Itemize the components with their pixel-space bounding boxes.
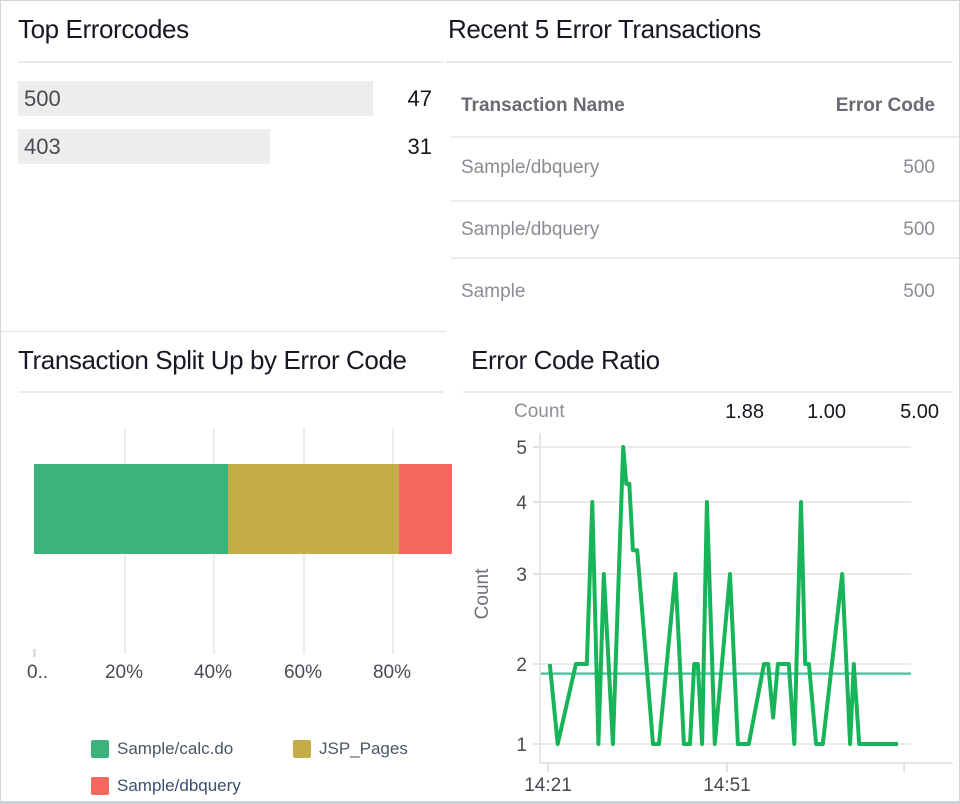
panel-title-error-code-ratio: Error Code Ratio	[471, 345, 660, 375]
stat-maximum: 5.00	[900, 401, 939, 423]
errorcode-label: 500	[24, 85, 61, 111]
x-axis-tick-label: 0..	[27, 662, 49, 683]
error-code-cell: 500	[903, 281, 935, 302]
divider	[18, 61, 444, 63]
legend-swatch	[293, 740, 311, 758]
error-ratio-line-chart[interactable]: 1 2 3 4 5 14:21 14:51 Count	[461, 431, 959, 804]
divider	[451, 200, 959, 202]
legend-item[interactable]: Sample/dbquery	[91, 773, 241, 799]
errorcode-bar-row[interactable]: 403 31	[18, 129, 432, 164]
x-axis-tick-label: 60%	[283, 662, 323, 683]
panel-error-code-ratio: Error Code Ratio Count 1.88 1.00 5.00 1 2…	[444, 332, 959, 804]
legend-label: JSP_Pages	[319, 739, 408, 758]
panel-title-top-errorcodes: Top Errorcodes	[18, 14, 189, 44]
count-axis-caption: Count	[514, 401, 565, 422]
legend-label: Sample/dbquery	[117, 776, 241, 795]
split-segment-sample-dbquery[interactable]	[399, 464, 452, 554]
divider	[18, 391, 444, 393]
y-axis-tick-label: 2	[516, 655, 527, 676]
errorcode-bar-row[interactable]: 500 47	[18, 81, 432, 116]
column-header-transaction-name: Transaction Name	[461, 95, 625, 116]
error-code-cell: 500	[903, 219, 935, 240]
y-axis-tick-label: 4	[516, 493, 527, 514]
divider	[463, 391, 953, 393]
legend-item[interactable]: JSP_Pages	[293, 736, 408, 762]
errorcode-bar[interactable]: 403	[18, 129, 270, 164]
stacked-bar	[34, 464, 452, 554]
transaction-row[interactable]: Sample/dbquery 500	[444, 153, 959, 183]
split-segment-sample-calc-do[interactable]	[34, 464, 228, 554]
y-axis-tick-label: 1	[516, 735, 527, 756]
transaction-table-header: Transaction Name Error Code	[444, 93, 959, 121]
panel-transaction-split: Transaction Split Up by Error Code 0.. 20…	[1, 332, 452, 804]
y-axis-title: Count	[472, 568, 493, 619]
y-axis-tick-label: 5	[516, 438, 527, 459]
transaction-name-cell: Sample/dbquery	[461, 219, 600, 240]
count-series-line[interactable]	[547, 445, 898, 746]
panel-title-transaction-split: Transaction Split Up by Error Code	[18, 345, 407, 375]
divider	[451, 136, 959, 138]
errorcode-value: 31	[407, 133, 432, 159]
column-header-error-code: Error Code	[835, 95, 935, 116]
panel-recent-error-transactions: Recent 5 Error Transactions Transaction …	[444, 1, 959, 331]
transaction-name-cell: Sample	[461, 281, 526, 302]
errorcode-bar[interactable]: 500	[18, 81, 373, 116]
panel-title-recent-transactions: Recent 5 Error Transactions	[448, 14, 761, 44]
legend-label: Sample/calc.do	[117, 739, 234, 758]
error-ratio-svg[interactable]: 1 2 3 4 5 14:21 14:51 Count	[461, 431, 959, 804]
panel-top-errorcodes: Top Errorcodes 500 47 403 31	[1, 1, 446, 332]
stat-minimum: 1.00	[807, 401, 846, 423]
x-axis-tick-label: 80%	[372, 662, 412, 683]
transaction-name-cell: Sample/dbquery	[461, 157, 600, 178]
x-axis-tick-label: 20%	[104, 662, 144, 683]
split-segment-jsp-pages[interactable]	[228, 464, 400, 554]
legend-swatch	[91, 777, 109, 795]
y-axis-tick-label: 3	[516, 565, 527, 586]
stat-average: 1.88	[725, 401, 764, 423]
legend-swatch	[91, 740, 109, 758]
legend-item[interactable]: Sample/calc.do	[91, 736, 233, 762]
transaction-row[interactable]: Sample 500	[444, 277, 959, 307]
x-axis-tick-label: 14:51	[703, 775, 751, 796]
errorcode-label: 403	[24, 133, 61, 159]
error-code-cell: 500	[903, 157, 935, 178]
errorcode-bar-chart: 500 47 403 31	[18, 81, 432, 201]
divider	[446, 61, 953, 63]
x-axis-tick-label: 14:21	[524, 775, 572, 796]
axis-tick	[33, 649, 36, 657]
divider	[451, 257, 959, 259]
transaction-row[interactable]: Sample/dbquery 500	[444, 215, 959, 245]
x-axis-tick-label: 40%	[193, 662, 233, 683]
errorcode-value: 47	[407, 85, 432, 111]
